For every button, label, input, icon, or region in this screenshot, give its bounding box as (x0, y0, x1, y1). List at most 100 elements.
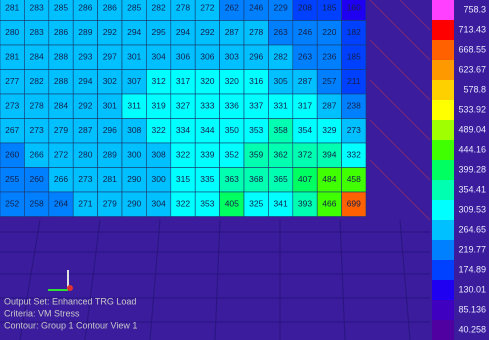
cell-value: 312 (152, 76, 166, 86)
legend-swatch (432, 200, 454, 220)
cell-value: 272 (200, 3, 214, 13)
cell-value: 329 (322, 125, 336, 135)
cell-value: 182 (347, 27, 361, 37)
cell-value: 484 (322, 174, 336, 184)
legend-label: 309.53 (458, 204, 486, 214)
cell-value: 287 (78, 125, 92, 135)
cell-value: 252 (5, 199, 19, 209)
legend-swatch (432, 20, 454, 40)
cell-value: 282 (152, 3, 166, 13)
cell-value: 220 (322, 27, 336, 37)
cell-value: 263 (274, 27, 288, 37)
cell-value: 300 (152, 174, 166, 184)
legend-swatch (432, 100, 454, 120)
cell-value: 320 (225, 76, 239, 86)
cell-value: 289 (103, 150, 117, 160)
cell-value: 307 (127, 76, 141, 86)
cell-value: 304 (152, 199, 166, 209)
cell-value: 294 (127, 27, 141, 37)
cell-value: 466 (322, 199, 336, 209)
legend-label: 354.41 (458, 184, 486, 194)
cell-value: 257 (322, 76, 336, 86)
cell-value: 264 (54, 199, 68, 209)
caption-line: Criteria: VM Stress (4, 308, 80, 318)
cell-value: 301 (127, 52, 141, 62)
cell-value: 266 (54, 174, 68, 184)
caption-line: Output Set: Enhanced TRG Load (4, 296, 136, 306)
cell-value: 322 (152, 125, 166, 135)
cell-value: 236 (322, 52, 336, 62)
cell-value: 288 (54, 76, 68, 86)
cell-value: 372 (298, 150, 312, 160)
legend-label: 623.67 (458, 64, 486, 74)
cell-value: 255 (5, 174, 19, 184)
cell-value: 334 (176, 125, 190, 135)
cell-value: 335 (200, 174, 214, 184)
cell-value: 336 (225, 101, 239, 111)
caption-line: Contour: Group 1 Contour View 1 (4, 320, 137, 330)
cell-value: 325 (249, 199, 263, 209)
cell-value: 339 (200, 150, 214, 160)
cell-value: 277 (5, 76, 19, 86)
cell-value: 286 (54, 27, 68, 37)
cell-value: 295 (152, 27, 166, 37)
cell-value: 287 (322, 101, 336, 111)
cell-value: 316 (249, 76, 263, 86)
cell-value: 271 (78, 199, 92, 209)
cell-value: 306 (200, 52, 214, 62)
cell-value: 365 (274, 174, 288, 184)
cell-value: 285 (127, 3, 141, 13)
legend-swatch (432, 320, 454, 340)
cell-value: 306 (176, 52, 190, 62)
legend-label: 264.65 (458, 224, 486, 234)
legend-swatch (432, 300, 454, 320)
cell-value: 282 (274, 52, 288, 62)
cell-value: 289 (78, 27, 92, 37)
legend-label: 533.92 (458, 104, 486, 114)
cell-value: 273 (78, 174, 92, 184)
cell-value: 341 (274, 199, 288, 209)
cell-value: 337 (249, 101, 263, 111)
legend-label: 668.55 (458, 44, 486, 54)
cell-value: 260 (5, 150, 19, 160)
cell-value: 246 (298, 27, 312, 37)
legend-label: 85.136 (458, 304, 486, 314)
cell-value: 359 (249, 150, 263, 160)
cell-value: 297 (103, 52, 117, 62)
cell-value: 296 (103, 125, 117, 135)
cell-value: 238 (347, 101, 361, 111)
legend-swatch (432, 160, 454, 180)
cell-value: 279 (54, 125, 68, 135)
cell-value: 185 (347, 52, 361, 62)
legend-swatch (432, 80, 454, 100)
legend-label: 399.28 (458, 164, 486, 174)
cell-value: 266 (30, 150, 44, 160)
cell-value: 354 (298, 125, 312, 135)
cell-value: 358 (274, 125, 288, 135)
legend-swatch (432, 140, 454, 160)
cell-value: 308 (127, 125, 141, 135)
cell-value: 278 (176, 3, 190, 13)
cell-value: 160 (347, 3, 361, 13)
cell-value: 333 (200, 101, 214, 111)
legend-label: 130.01 (458, 284, 486, 294)
cell-value: 283 (30, 3, 44, 13)
legend-label: 578.8 (463, 84, 486, 94)
cell-value: 344 (200, 125, 214, 135)
cell-value: 246 (249, 3, 263, 13)
cell-value: 208 (298, 3, 312, 13)
cell-value: 322 (176, 199, 190, 209)
cell-value: 267 (5, 125, 19, 135)
legend-swatch (432, 180, 454, 200)
cell-value: 293 (78, 52, 92, 62)
legend-swatch (432, 60, 454, 80)
cell-value: 315 (176, 174, 190, 184)
legend-swatch (432, 280, 454, 300)
cell-value: 368 (249, 174, 263, 184)
cell-value: 350 (225, 125, 239, 135)
legend-label: 489.04 (458, 124, 486, 134)
cell-value: 327 (176, 101, 190, 111)
cell-value: 292 (200, 27, 214, 37)
cell-value: 284 (30, 52, 44, 62)
cell-value: 285 (54, 3, 68, 13)
